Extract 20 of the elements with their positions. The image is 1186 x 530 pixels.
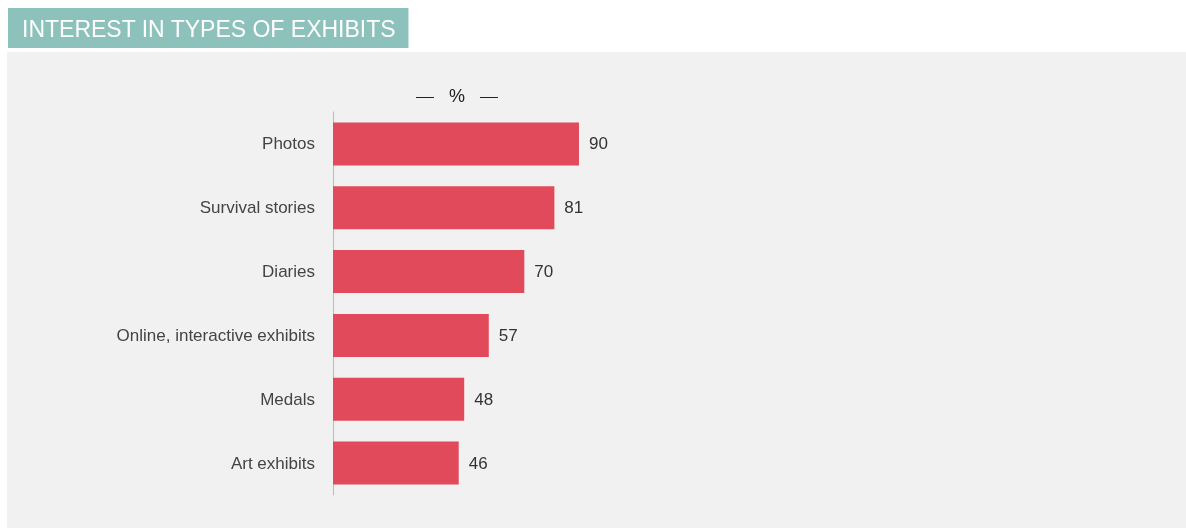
bar xyxy=(333,313,489,357)
y-tick-label: Diaries xyxy=(262,262,315,282)
data-label: 70 xyxy=(534,262,554,282)
x-axis-title: % xyxy=(449,86,466,106)
bar xyxy=(333,250,525,294)
data-label: 48 xyxy=(474,389,494,409)
y-tick-label: Medals xyxy=(260,389,315,409)
y-tick-label: Art exhibits xyxy=(230,453,315,473)
data-label: 57 xyxy=(498,325,518,345)
y-tick-label: Online, interactive exhibits xyxy=(116,325,315,345)
bar xyxy=(333,186,555,230)
y-tick-label: Survival stories xyxy=(199,198,315,218)
data-label: 90 xyxy=(588,134,608,154)
bar xyxy=(333,377,465,421)
data-label: 81 xyxy=(564,198,584,218)
chart-title: INTEREST IN TYPES OF EXHIBITS xyxy=(22,15,396,42)
data-label: 46 xyxy=(468,453,488,473)
bar xyxy=(333,122,579,166)
y-tick-label: Photos xyxy=(262,134,315,154)
bar xyxy=(333,441,459,485)
